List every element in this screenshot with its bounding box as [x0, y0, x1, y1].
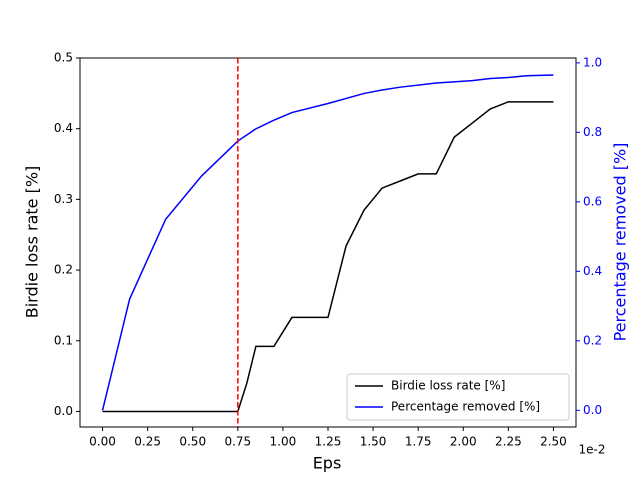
x-tick-label: 0.75 [224, 435, 251, 449]
line [102, 101, 554, 413]
line [101, 74, 554, 411]
y-tick-label: 0.4 [54, 121, 73, 135]
x-tick-label: 1.00 [270, 435, 297, 449]
x-offset-label: 1e-2 [579, 443, 606, 457]
x-axis-label: Eps [313, 454, 342, 473]
y2-tick-label: 0.2 [583, 333, 602, 347]
y-axis-label: Birdie loss rate [%] [23, 166, 42, 319]
x-tick-label: 2.00 [450, 435, 477, 449]
y-tick-label: 0.5 [54, 51, 73, 65]
legend-label: Percentage removed [%] [391, 400, 540, 414]
x-tick-label: 0.50 [179, 435, 206, 449]
legend-label: Birdie loss rate [%] [391, 379, 505, 393]
x-tick-label: 1.50 [360, 435, 387, 449]
x-tick-label: 0.25 [134, 435, 161, 449]
y2-axis-label: Percentage removed [%] [611, 143, 630, 342]
x-tick-label: 2.50 [540, 435, 567, 449]
y2-tick-label: 0.4 [583, 264, 602, 278]
y-tick-label: 0.0 [54, 404, 73, 418]
y-tick-label: 0.1 [54, 333, 73, 347]
y2-tick-label: 1.0 [583, 55, 602, 69]
x-tick-label: 2.25 [495, 435, 522, 449]
y2-tick-label: 0.8 [583, 125, 602, 139]
y2-tick-label: 0.6 [583, 194, 602, 208]
x-tick-label: 1.75 [405, 435, 432, 449]
y2-tick-label: 0.0 [583, 403, 602, 417]
x-tick-label: 0.00 [89, 435, 116, 449]
legend-box [346, 373, 570, 421]
y-tick-label: 0.3 [54, 192, 73, 206]
x-tick-label: 1.25 [315, 435, 342, 449]
y-tick-label: 0.2 [54, 263, 73, 277]
